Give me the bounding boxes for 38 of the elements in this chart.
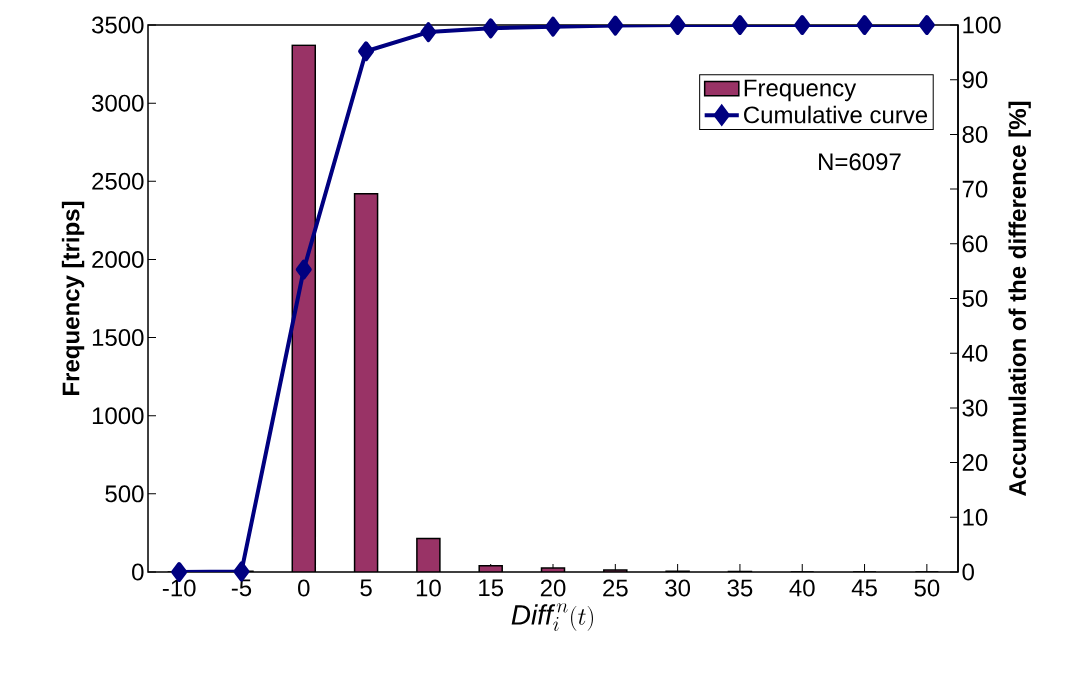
x-tick-label: -10 xyxy=(162,579,196,597)
y2-tick-label: 10 xyxy=(963,508,988,526)
y-tick-label: 3500 xyxy=(91,16,144,34)
x-tick-label: 30 xyxy=(665,579,691,597)
annotation: N=6097 xyxy=(819,153,901,171)
x-tick-label: -5 xyxy=(231,579,252,597)
y-tick-label: 2000 xyxy=(92,250,144,268)
y2-tick-label: 50 xyxy=(962,290,988,307)
x-tick-label: 10 xyxy=(416,579,441,597)
y2-tick-label: 30 xyxy=(962,399,988,417)
y-tick-label: 1000 xyxy=(92,407,144,425)
x-tick-label: 20 xyxy=(540,579,566,597)
y-tick-label: 500 xyxy=(105,485,144,503)
x-tick-label: 5 xyxy=(360,579,372,597)
y2-tick-label: 80 xyxy=(962,125,988,143)
x-tick-label: 0 xyxy=(298,579,310,597)
y2-tick-label: 100 xyxy=(963,16,1001,34)
y2-tick-label: 40 xyxy=(962,344,988,362)
legend-label: Frequency xyxy=(744,79,857,102)
x-tick-label: 35 xyxy=(727,579,753,597)
y2-tick-label: 70 xyxy=(962,180,988,198)
y-axis-title: Frequency [trips] xyxy=(61,201,85,395)
y2-tick-label: 0 xyxy=(962,563,974,581)
x-tick-label: 15 xyxy=(479,579,504,597)
legend-label: Cumulative curve xyxy=(744,105,928,124)
y2-tick-label: 20 xyxy=(962,454,988,472)
x-tick-label: 50 xyxy=(914,579,940,597)
y2-axis-title: Accumulation of the difference [%] xyxy=(1008,101,1031,496)
y-tick-label: 2500 xyxy=(92,172,144,190)
y2-tick-label: 60 xyxy=(962,235,988,253)
x-axis-title: $\mathit{Diff}_{i}^{\,n}(t)$ xyxy=(511,603,593,631)
x-tick-label: 25 xyxy=(603,579,628,597)
y-tick-label: 0 xyxy=(132,563,144,581)
y-tick-label: 1500 xyxy=(92,329,144,347)
x-tick-label: 45 xyxy=(851,579,877,597)
y-tick-label: 3000 xyxy=(91,94,144,112)
x-tick-label: 40 xyxy=(789,579,815,597)
y2-tick-label: 90 xyxy=(962,71,988,89)
